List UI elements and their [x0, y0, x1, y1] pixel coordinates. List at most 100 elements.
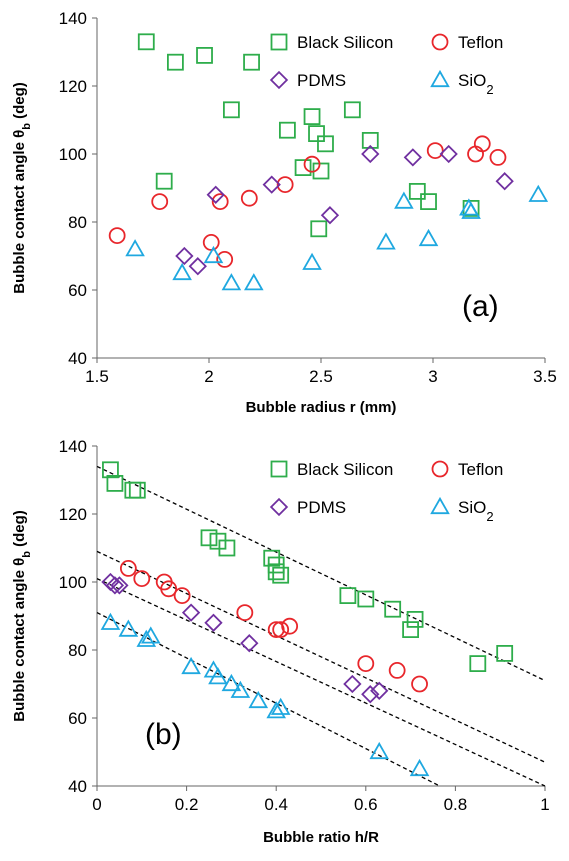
data-point-square — [137, 33, 155, 51]
data-point-triangle — [266, 701, 287, 719]
data-point-triangle — [369, 741, 390, 760]
data-point-triangle — [270, 697, 291, 715]
data-point-square — [402, 621, 420, 638]
data-point-circle — [489, 148, 507, 166]
svg-text:Bubble contact angle θb (deg): Bubble contact angle θb (deg) — [11, 510, 33, 722]
legend-label: Teflon — [458, 460, 503, 479]
data-point-triangle — [394, 191, 414, 209]
legend-label: SiO2 — [458, 71, 494, 97]
data-point-circle — [119, 560, 137, 577]
y-tick-label: 120 — [59, 505, 87, 524]
data-point-circle — [160, 580, 178, 598]
data-point-diamond — [206, 185, 225, 204]
data-point-triangle — [172, 262, 192, 281]
data-point-square — [196, 47, 213, 64]
data-point-triangle — [118, 619, 139, 637]
trend-line — [96, 612, 441, 787]
data-point-diamond — [320, 206, 340, 225]
data-point-square — [384, 600, 402, 618]
legend-marker-diamond — [269, 70, 289, 90]
data-point-square — [155, 172, 173, 190]
data-point-circle — [108, 227, 126, 245]
data-point-square — [200, 529, 218, 547]
data-point-diamond — [188, 257, 207, 276]
data-point-circle — [272, 621, 290, 638]
data-point-triangle — [243, 273, 264, 291]
data-point-square — [310, 220, 328, 238]
y-tick-label: 80 — [68, 213, 87, 232]
data-point-triangle — [181, 656, 201, 675]
data-point-square — [267, 563, 285, 581]
legend-marker-square — [270, 460, 288, 478]
data-point-square — [243, 53, 260, 71]
data-point-square — [278, 121, 296, 139]
x-tick-label: 1.5 — [85, 367, 109, 386]
data-point-circle — [173, 587, 191, 604]
x-tick-label: 0.2 — [175, 795, 199, 814]
data-point-triangle — [100, 612, 121, 630]
data-point-square — [357, 590, 375, 608]
data-point-triangle — [203, 245, 224, 264]
data-point-diamond — [240, 634, 259, 653]
panel-a-label: (a) — [462, 290, 499, 323]
panel-a-y-axis-label: Bubble contact angle θb (deg) — [11, 82, 33, 294]
data-point-square — [420, 193, 437, 211]
data-point-circle — [240, 189, 258, 207]
data-point-circle — [388, 662, 406, 679]
x-tick-label: 3.5 — [533, 367, 557, 386]
x-tick-label: 0.8 — [444, 795, 468, 814]
panel-b-chart: Bubble contact angle θb (deg) Bubble rat… — [11, 437, 550, 846]
data-point-square — [128, 481, 146, 499]
data-point-square — [308, 125, 325, 142]
legend-marker-triangle — [430, 69, 450, 88]
panel-a-x-axis-label: Bubble radius r (mm) — [246, 399, 397, 416]
data-point-square — [294, 159, 312, 177]
data-point-square — [406, 611, 424, 628]
data-point-triangle — [302, 252, 322, 270]
data-point-diamond — [343, 674, 362, 694]
data-point-circle — [236, 604, 254, 621]
legend-marker-circle — [431, 460, 449, 478]
data-point-square — [218, 539, 236, 557]
panel-b-y-axis-label: Bubble contact angle θb (deg) — [11, 510, 33, 722]
data-point-triangle — [248, 690, 269, 709]
data-point-diamond — [370, 681, 389, 700]
data-point-diamond — [262, 175, 281, 194]
legend-label: SiO2 — [458, 498, 494, 524]
data-point-square — [124, 481, 142, 499]
data-point-circle — [426, 142, 444, 160]
data-point-square — [303, 108, 321, 125]
legend-marker-triangle — [430, 496, 450, 515]
data-point-triangle — [221, 673, 242, 692]
x-tick-label: 2 — [204, 367, 213, 386]
data-point-triangle — [125, 239, 145, 257]
data-point-circle — [281, 617, 299, 635]
y-tick-label: 40 — [68, 777, 87, 796]
legend-label: PDMS — [297, 71, 346, 90]
y-tick-label: 80 — [68, 641, 87, 660]
data-point-circle — [411, 675, 428, 693]
data-point-circle — [357, 655, 375, 672]
data-point-diamond — [175, 246, 194, 266]
data-point-triangle — [136, 629, 157, 647]
legend-marker-square — [270, 33, 288, 51]
data-point-diamond — [105, 576, 125, 595]
x-tick-label: 0.4 — [264, 795, 288, 814]
data-point-diamond — [110, 576, 129, 595]
data-point-square — [361, 131, 379, 149]
x-tick-label: 2.5 — [309, 367, 333, 386]
legend-marker-diamond — [269, 497, 289, 517]
y-tick-label: 60 — [68, 709, 87, 728]
data-point-circle — [473, 135, 491, 153]
data-point-triangle — [208, 667, 228, 685]
data-point-circle — [151, 193, 169, 211]
y-tick-label: 120 — [59, 77, 87, 96]
y-tick-label: 100 — [59, 145, 87, 164]
data-point-triangle — [409, 758, 430, 777]
legend-label: PDMS — [297, 498, 346, 517]
data-point-circle — [211, 193, 229, 211]
x-tick-label: 3 — [428, 367, 437, 386]
data-point-square — [272, 566, 290, 584]
y-tick-label: 100 — [59, 573, 87, 592]
